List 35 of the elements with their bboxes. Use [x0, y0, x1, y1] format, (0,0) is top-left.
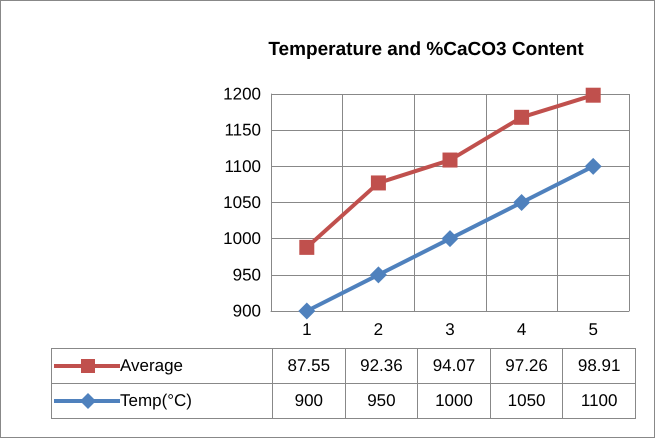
data-label: 98.91 — [562, 348, 636, 384]
point — [586, 88, 601, 103]
x-tick-label: 1 — [302, 320, 312, 339]
point — [514, 110, 530, 125]
point — [513, 194, 530, 211]
y-tick-label: 1100 — [224, 156, 261, 176]
data-label: 950 — [345, 384, 418, 418]
data-label: 97.26 — [490, 348, 563, 384]
data-label: 1050 — [490, 384, 563, 418]
point — [442, 230, 458, 248]
y-tick-label: 1150 — [224, 120, 261, 140]
data-label: 1100 — [562, 384, 636, 418]
data-label: 94.07 — [418, 348, 490, 384]
data-label: 92.36 — [345, 348, 418, 384]
chart-title: Temperature and %CaCO3 Content — [268, 39, 584, 60]
y-tick-label: 1200 — [223, 84, 261, 104]
data-label: 87.55 — [272, 348, 346, 384]
point — [370, 175, 386, 190]
point — [442, 152, 458, 168]
point — [298, 302, 316, 320]
y-tick-label: 1000 — [223, 229, 261, 248]
legend-label: Average — [120, 356, 184, 375]
point — [299, 240, 314, 255]
point — [370, 266, 387, 284]
data-label: 900 — [272, 384, 346, 418]
x-tick-label: 4 — [516, 320, 526, 339]
data-label: 1000 — [418, 384, 490, 418]
x-tick-label: 2 — [374, 320, 384, 339]
point — [584, 158, 602, 175]
x-tick-label: 3 — [445, 320, 455, 339]
y-tick-label: 1050 — [223, 193, 261, 212]
legend-label: Temp(°C) — [120, 390, 192, 410]
x-tick-label: 5 — [588, 320, 598, 339]
y-tick-label: 950 — [232, 265, 261, 284]
y-tick-label: 900 — [232, 302, 261, 320]
